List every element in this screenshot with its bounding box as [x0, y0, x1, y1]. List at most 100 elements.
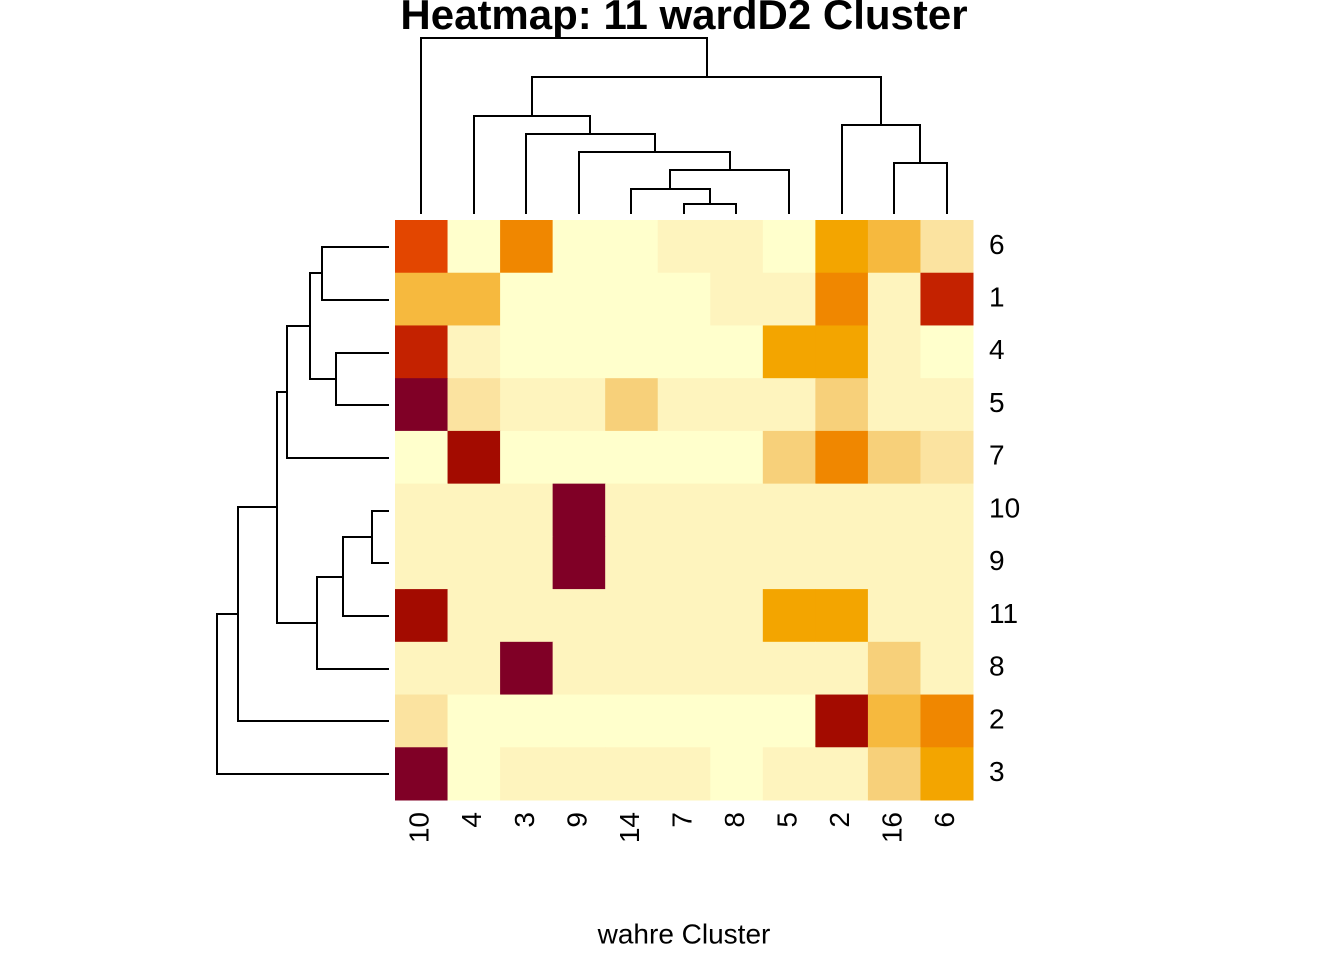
heatmap-cell	[657, 483, 711, 537]
x-tick-label: 2	[824, 812, 855, 828]
heatmap-cell	[657, 536, 711, 590]
heatmap-cell	[605, 325, 659, 379]
heatmap-cell	[395, 589, 449, 643]
heatmap-cell	[657, 220, 711, 274]
heatmap-cell	[395, 694, 449, 748]
x-tick-label: 8	[719, 812, 750, 828]
heatmap-cell	[447, 220, 501, 274]
heatmap-cell	[710, 483, 764, 537]
heatmap-cell	[710, 378, 764, 432]
y-tick-label: 6	[989, 229, 1005, 260]
heatmap-cell	[867, 589, 921, 643]
x-tick-label: 16	[877, 812, 908, 843]
heatmap-cell	[815, 589, 869, 643]
heatmap-cell	[657, 747, 711, 801]
heatmap-cell	[815, 694, 869, 748]
x-tick-label: 3	[509, 812, 540, 828]
heatmap-cell	[552, 536, 606, 590]
heatmap-cell	[867, 536, 921, 590]
heatmap-cell	[867, 641, 921, 696]
heatmap-cell	[605, 536, 659, 590]
y-tick-label: 9	[989, 545, 1005, 576]
heatmap-cell	[867, 483, 921, 537]
heatmap-cell	[815, 220, 869, 274]
heatmap-cell	[447, 272, 501, 326]
heatmap-cell	[710, 641, 764, 696]
heatmap-cell	[657, 430, 711, 485]
heatmap-cell	[657, 272, 711, 326]
heatmap-cell	[657, 589, 711, 643]
heatmap-cell	[552, 378, 606, 432]
heatmap-cell	[867, 220, 921, 274]
heatmap-cell	[762, 220, 816, 274]
x-tick-label: 14	[614, 812, 645, 843]
heatmap-cell	[605, 220, 659, 274]
heatmap-cell	[500, 220, 554, 274]
heatmap-cell	[920, 272, 974, 326]
heatmap-cell	[762, 272, 816, 326]
heatmap-cell	[500, 483, 554, 537]
heatmap-cell	[395, 378, 449, 432]
heatmap-cell	[500, 747, 554, 801]
heatmap-cell	[762, 536, 816, 590]
heatmap-cell	[867, 694, 921, 748]
heatmap-cell	[447, 641, 501, 696]
heatmap-cell	[710, 747, 764, 801]
heatmap-cell	[762, 747, 816, 801]
heatmap-cell	[605, 694, 659, 748]
heatmap-cell	[395, 220, 449, 274]
heatmap-cell	[657, 694, 711, 748]
x-tick-label: 6	[929, 812, 960, 828]
heatmap-cell	[657, 378, 711, 432]
x-axis-label: wahre Cluster	[597, 918, 771, 949]
heatmap-cell	[710, 430, 764, 485]
heatmap-cell	[552, 430, 606, 485]
heatmap-cell	[657, 641, 711, 696]
heatmap-cell	[552, 220, 606, 274]
heatmap-cell	[447, 536, 501, 590]
heatmap-cell	[500, 589, 554, 643]
heatmap-cell	[762, 325, 816, 379]
heatmap-cell	[920, 325, 974, 379]
heatmap-cell	[815, 641, 869, 696]
heatmap-cell	[762, 430, 816, 485]
heatmap-cell	[920, 694, 974, 748]
heatmap-cell	[605, 641, 659, 696]
row-dendrogram	[216, 246, 389, 775]
heatmap-cell	[447, 694, 501, 748]
y-tick-label: 10	[989, 492, 1020, 523]
x-tick-label: 5	[771, 812, 802, 828]
heatmap-cell	[867, 272, 921, 326]
heatmap-cell	[920, 641, 974, 696]
heatmap-cell	[920, 220, 974, 274]
y-tick-label: 1	[989, 281, 1005, 312]
heatmap-cell	[552, 641, 606, 696]
y-tick-label: 7	[989, 440, 1005, 471]
y-tick-label: 8	[989, 651, 1005, 682]
heatmap-cell	[552, 747, 606, 801]
heatmap-cell	[710, 694, 764, 748]
y-tick-label: 4	[989, 334, 1005, 365]
heatmap-cell	[447, 430, 501, 485]
heatmap-cell	[500, 430, 554, 485]
heatmap-cell	[500, 325, 554, 379]
heatmap-cell	[920, 483, 974, 537]
heatmap-cell	[815, 483, 869, 537]
heatmap-cell	[395, 325, 449, 379]
heatmap-cell	[710, 220, 764, 274]
heatmap-cell	[605, 378, 659, 432]
heatmap-cell	[447, 325, 501, 379]
y-tick-label: 3	[989, 756, 1005, 787]
x-tick-label: 9	[561, 812, 592, 828]
heatmap-cell	[762, 589, 816, 643]
x-tick-label: 10	[404, 812, 435, 843]
heatmap-cell	[815, 747, 869, 801]
heatmap-cell	[605, 747, 659, 801]
heatmap-cell	[815, 536, 869, 590]
heatmap-cell	[815, 325, 869, 379]
heatmap-cell	[605, 589, 659, 643]
heatmap-cell	[920, 589, 974, 643]
y-tick-label: 11	[989, 598, 1018, 629]
heatmap-cell	[552, 325, 606, 379]
heatmap-cell	[395, 483, 449, 537]
